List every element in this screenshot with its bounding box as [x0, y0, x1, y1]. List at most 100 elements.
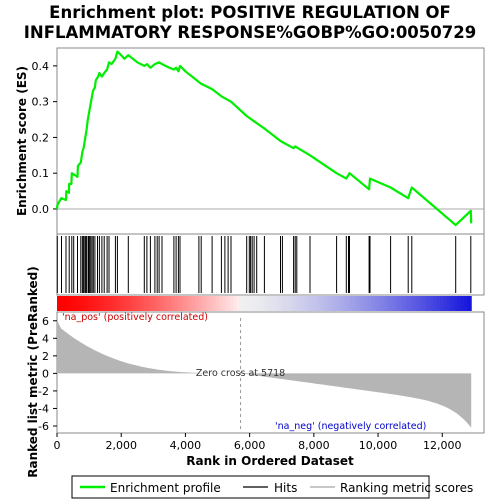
color-bar-segment — [74, 296, 79, 311]
color-bar-segment — [288, 296, 293, 311]
legend-profile-label: Enrichment profile — [110, 481, 221, 495]
metric-tick-label: 2 — [42, 350, 49, 363]
color-bar-segment — [260, 296, 265, 311]
x-tick-label: 10,000 — [359, 439, 398, 452]
color-bar-segment — [84, 296, 89, 311]
chart-title-line1: Enrichment plot: POSITIVE REGULATION OF — [49, 3, 451, 22]
metric-tick-label: -6 — [38, 420, 49, 433]
color-bar-segment — [357, 296, 362, 311]
color-bar-segment — [174, 296, 179, 311]
color-bar-segment — [177, 296, 182, 311]
color-bar-segment — [264, 296, 269, 311]
color-bar-segment — [377, 296, 383, 311]
x-tick-label: 6,000 — [234, 439, 266, 452]
color-bar-segment — [384, 296, 389, 311]
legend-ranking-label: Ranking metric scores — [340, 481, 473, 495]
color-bar-segment — [329, 296, 334, 311]
es-y-axis-label: Enrichment score (ES) — [15, 66, 29, 216]
color-bar-segment — [132, 296, 137, 311]
color-bar-segment — [153, 296, 158, 311]
metric-tick-label: 6 — [42, 315, 49, 328]
color-bar-segment — [98, 296, 103, 311]
color-bar-segment — [146, 296, 151, 311]
color-bar-segment — [67, 296, 72, 311]
color-bar-segment — [381, 296, 386, 311]
color-bar-segment — [233, 296, 238, 311]
color-bar-segment — [239, 296, 244, 311]
color-bar-segment — [447, 296, 452, 311]
color-bar-segment — [319, 296, 324, 311]
color-bar-segment — [243, 296, 248, 311]
x-tick-label: 2,000 — [105, 439, 137, 452]
es-tick-label: 0.2 — [32, 131, 50, 144]
color-bar-segment — [402, 296, 407, 311]
color-bar-segment — [409, 296, 414, 311]
color-bar-segment — [181, 296, 186, 311]
color-bar-segment — [467, 296, 472, 311]
color-bar-segment — [163, 296, 169, 311]
color-bar-segment — [122, 296, 127, 311]
es-tick-label: 0.3 — [32, 96, 50, 109]
color-bar-segment — [298, 296, 303, 311]
color-bar-segment — [215, 296, 220, 311]
metric-tick-label: -4 — [38, 402, 49, 415]
color-bar-segment — [412, 296, 417, 311]
color-bar-segment — [205, 296, 210, 311]
legend-hits-label: Hits — [274, 481, 297, 495]
color-bar-segment — [236, 296, 241, 311]
es-tick-label: 0.0 — [32, 203, 50, 216]
color-bar-segment — [302, 296, 307, 311]
color-bar-segment — [253, 296, 258, 311]
color-bar-segment — [212, 296, 217, 311]
color-bar-segment — [450, 296, 455, 311]
color-bar-segment — [208, 296, 213, 311]
color-bar-segment — [336, 296, 341, 311]
color-bar-segment — [119, 296, 124, 311]
x-axis: 0 2,000 4,000 6,000 8,000 10,000 12,000 — [54, 433, 462, 452]
chart-title-line2: INFLAMMATORY RESPONSE%GOBP%GO:0050729 — [24, 23, 476, 42]
color-bar-segment — [94, 296, 100, 311]
color-bar-segment — [426, 296, 431, 311]
color-bar-segment — [281, 296, 286, 311]
color-bar-segment — [360, 296, 365, 311]
es-tick-label: 0.4 — [32, 60, 50, 73]
color-bar-segment — [291, 296, 296, 311]
color-bar-segment — [391, 296, 396, 311]
color-bar-segment — [429, 296, 434, 311]
es-y-axis: 0.0 0.1 0.2 0.3 0.4 — [32, 60, 57, 216]
color-bar-segment — [277, 296, 282, 311]
color-bar-segment — [201, 296, 207, 311]
color-bar-segment — [184, 296, 189, 311]
color-bar-segment — [81, 296, 86, 311]
color-bar-segment — [346, 296, 351, 311]
x-tick-label: 8,000 — [298, 439, 330, 452]
color-bar-segment — [305, 296, 310, 311]
color-bar-segment — [440, 296, 445, 311]
metric-tick-label: 0 — [42, 367, 49, 380]
color-bar-segment — [129, 296, 134, 311]
color-bar-segment — [157, 296, 162, 311]
color-bar-segment — [139, 296, 144, 311]
es-tick-label: 0.1 — [32, 167, 50, 180]
color-bar-segment — [188, 296, 193, 311]
color-bar-segment — [343, 296, 348, 311]
color-bar-segment — [91, 296, 96, 311]
color-bar-segment — [295, 296, 300, 311]
color-bar-segment — [229, 296, 234, 311]
color-bar-segment — [350, 296, 355, 311]
color-bar-segment — [136, 296, 141, 311]
color-bar-segment — [443, 296, 448, 311]
color-bar-segment — [453, 296, 458, 311]
color-bar-segment — [105, 296, 110, 311]
color-bar-segment — [415, 296, 420, 311]
color-bar-segment — [367, 296, 372, 311]
color-bar-segment — [108, 296, 113, 311]
color-bar-segment — [270, 296, 276, 311]
color-bar-segment — [63, 296, 68, 311]
color-bar-segment — [191, 296, 196, 311]
color-bar-segment — [312, 296, 317, 311]
x-axis-label: Rank in Ordered Dataset — [186, 454, 354, 468]
color-bar-segment — [315, 296, 320, 311]
x-tick-label: 12,000 — [423, 439, 462, 452]
